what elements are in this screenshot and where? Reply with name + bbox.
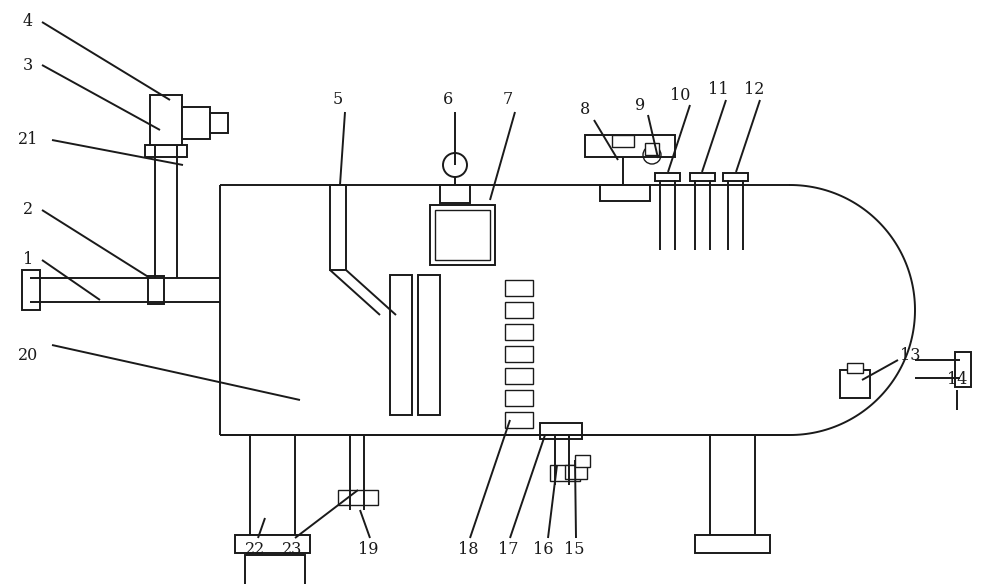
Bar — [430, 205, 495, 265]
Bar — [210, 113, 228, 133]
Text: 22: 22 — [245, 541, 265, 558]
Text: 17: 17 — [498, 541, 518, 558]
Bar — [250, 435, 295, 535]
Text: 3: 3 — [23, 57, 33, 74]
Bar — [148, 276, 164, 304]
Text: 5: 5 — [333, 92, 343, 109]
Bar — [505, 390, 533, 406]
Bar — [505, 346, 533, 362]
Text: 19: 19 — [358, 541, 378, 558]
Bar — [655, 173, 680, 181]
Text: 1: 1 — [23, 252, 33, 269]
Text: 10: 10 — [670, 86, 690, 103]
Bar — [600, 185, 650, 201]
Bar — [182, 107, 210, 139]
Text: 20: 20 — [18, 346, 38, 363]
Bar — [235, 535, 310, 553]
Text: 15: 15 — [564, 541, 584, 558]
Bar — [695, 535, 770, 553]
Text: 7: 7 — [503, 92, 513, 109]
Bar — [550, 465, 580, 481]
Bar — [585, 135, 675, 157]
Bar — [22, 270, 40, 310]
Text: 18: 18 — [458, 541, 478, 558]
Bar — [505, 280, 533, 296]
Text: 14: 14 — [947, 371, 967, 388]
Bar — [245, 555, 305, 584]
Text: 12: 12 — [744, 82, 764, 99]
Bar — [723, 173, 748, 181]
Bar — [505, 302, 533, 318]
Bar — [440, 185, 470, 203]
Bar — [645, 143, 659, 155]
Text: 6: 6 — [443, 92, 453, 109]
Bar — [330, 185, 346, 270]
Bar — [150, 95, 182, 145]
Bar — [612, 135, 634, 147]
Text: 23: 23 — [282, 541, 302, 558]
Bar — [847, 363, 863, 373]
Text: 2: 2 — [23, 201, 33, 218]
Bar — [690, 173, 715, 181]
Bar — [145, 145, 187, 157]
Bar — [505, 324, 533, 340]
Bar — [435, 210, 490, 260]
Bar — [505, 412, 533, 428]
Bar — [840, 370, 870, 398]
Text: 13: 13 — [900, 346, 920, 363]
Bar — [955, 352, 971, 387]
Bar — [338, 490, 378, 505]
Bar — [565, 465, 587, 479]
Text: 21: 21 — [18, 131, 38, 148]
Text: 4: 4 — [23, 13, 33, 30]
Text: 16: 16 — [533, 541, 553, 558]
Bar — [575, 455, 590, 467]
Bar — [418, 275, 440, 415]
Bar — [710, 435, 755, 535]
Text: 11: 11 — [708, 82, 728, 99]
Bar — [390, 275, 412, 415]
Text: 8: 8 — [580, 102, 590, 119]
Bar — [505, 368, 533, 384]
Text: 9: 9 — [635, 96, 645, 113]
Bar — [540, 423, 582, 439]
